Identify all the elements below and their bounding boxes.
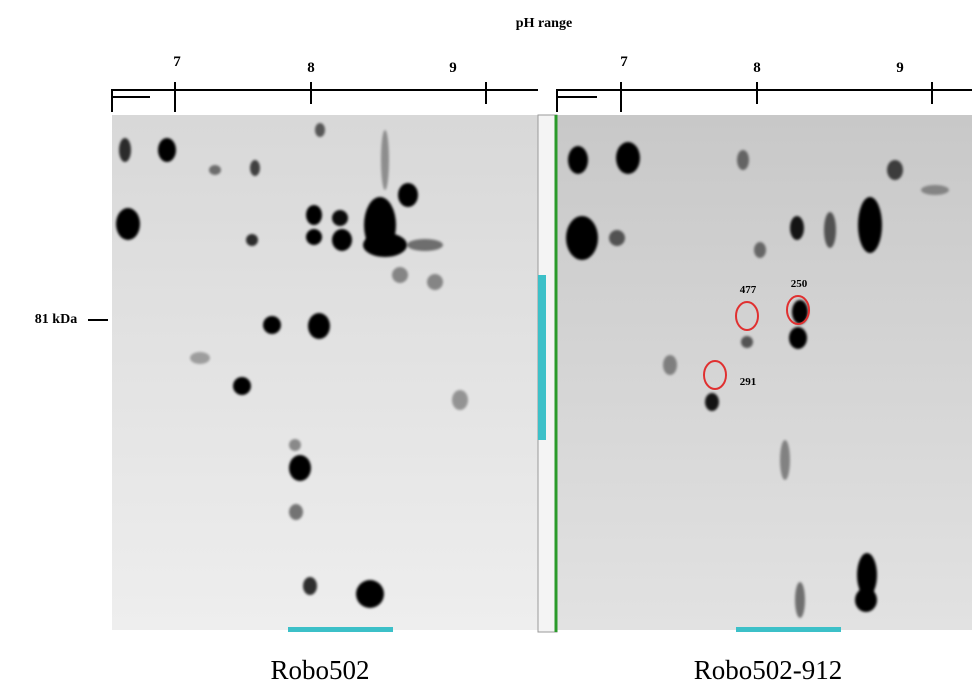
gel-spot [857,553,877,597]
gel-spot [921,185,949,195]
spot-circle [703,360,727,390]
gel-spot [705,393,719,411]
gel-spot [308,313,330,339]
gel-spot [616,142,640,174]
gel-spot [158,138,176,162]
gel-spot [789,327,807,349]
gel-spot [855,588,877,612]
gel-spot [663,355,677,375]
gel-spot [566,216,598,260]
gel-spot [289,504,303,520]
panel-label: Robo502-912 [694,655,843,684]
gel-spot [568,146,588,174]
gel-spot [332,229,352,251]
gel-spot [332,210,348,226]
gel-spot [116,208,140,240]
ph-tick-label: 9 [449,60,457,76]
ph-tick-label: 9 [896,60,904,76]
gel-spot [289,439,301,451]
gel-spot [609,230,625,246]
gel-spot [790,216,804,240]
ph-tick-label: 8 [307,60,315,76]
gel-spot [427,274,443,290]
gel-spot [356,580,384,608]
gel-spot [795,582,805,618]
panel-label: Robo502 [270,655,369,684]
gel-spot [858,197,882,253]
gel-spot [303,577,317,595]
spot-label: 250 [791,278,808,290]
spot-circle [735,301,759,331]
gel-left [112,115,538,630]
scroll-thumb [288,627,393,632]
gel-spot [741,336,753,348]
scroll-thumb [538,275,546,440]
gel-spot [363,233,407,257]
gel-spot [250,160,260,176]
ph-tick-label: 7 [173,54,181,70]
gel-spot [209,165,221,175]
gel-spot [398,183,418,207]
gel-spot [754,242,766,258]
gel-spot [306,205,322,225]
gel-spot [119,138,131,162]
gel-spot [792,300,808,324]
scroll-thumb [736,627,841,632]
spot-circle [786,295,810,325]
ph-ruler-right [556,82,972,112]
gel-spot [246,234,258,246]
spot-label: 291 [740,376,757,388]
gel-spot [392,267,408,283]
gel-spot [306,229,322,245]
gel-spot [737,150,749,170]
spot-label: 477 [740,284,757,296]
gel-spot [452,390,468,410]
gel-spot [289,455,311,481]
gel-right [557,115,972,630]
gel-spot [263,316,281,334]
gel-spot [315,123,325,137]
gel-spot [407,239,443,251]
gel-spot [780,440,790,480]
gel-spot [887,160,903,180]
marker-label: 81 kDa [35,312,77,327]
gel-spot [233,377,251,395]
gel-spot [824,212,836,248]
ph-tick-label: 8 [753,60,761,76]
gel-spot [190,352,210,364]
gel-spot [381,130,389,190]
ph-ruler-left [111,82,538,112]
gel-spots [116,123,949,618]
title: pH range [516,16,572,31]
ph-tick-label: 7 [620,54,628,70]
